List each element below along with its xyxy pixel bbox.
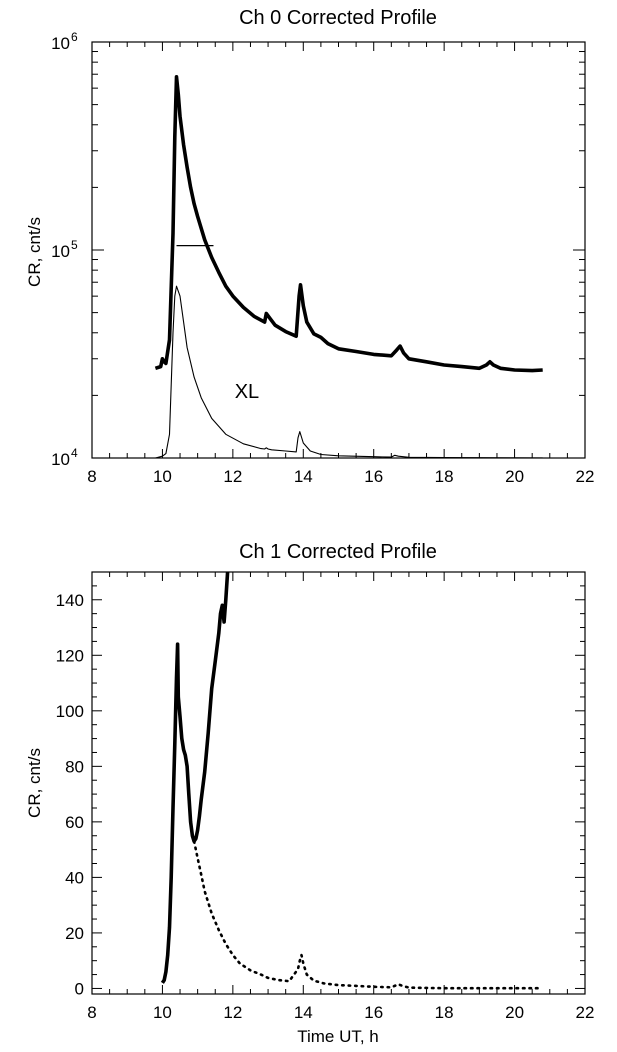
y-tick-label: 40 <box>65 868 84 887</box>
y-tick-label: 10 <box>51 450 70 469</box>
x-tick-label: 18 <box>435 467 454 486</box>
series-line-thick <box>160 572 230 984</box>
x-tick-label: 14 <box>294 467 313 486</box>
chart-ch1-xlabel: Time UT, h <box>297 1027 379 1046</box>
y-tick-label: 120 <box>56 646 84 665</box>
x-tick-label: 16 <box>364 467 383 486</box>
y-tick-label: 0 <box>75 979 84 998</box>
series-line-dotted <box>192 839 541 990</box>
x-tick-label: 20 <box>505 1003 524 1022</box>
y-tick-label: 10 <box>51 34 70 53</box>
series-line-thick <box>154 75 543 373</box>
chart-ch0: Ch 0 Corrected Profile CR, cnt/s 8 10 12 14… <box>25 7 594 486</box>
x-tick-label: 14 <box>294 1003 313 1022</box>
x-tick-label: 22 <box>576 1003 595 1022</box>
x-tick-label: 12 <box>223 467 242 486</box>
y-tick-exponent: 5 <box>71 238 78 252</box>
plot-frame <box>91 571 586 995</box>
x-tick-label: 16 <box>364 1003 383 1022</box>
chart-ch1-plot-area: 8 10 12 14 16 18 20 22 0 20 40 60 80 100 120 140 <box>56 571 595 1022</box>
chart-ch0-ylabel: CR, cnt/s <box>25 217 44 287</box>
x-tick-label: 10 <box>153 467 172 486</box>
y-tick-label: 60 <box>65 813 84 832</box>
chart-ch1-title: Ch 1 Corrected Profile <box>239 541 437 563</box>
x-tick-label: 8 <box>87 467 96 486</box>
annotation-label: XL <box>235 381 259 403</box>
y-tick-label: 100 <box>56 702 84 721</box>
chart-ch0-ylabel-group: CR, cnt/s <box>25 217 44 287</box>
y-tick-label: 140 <box>56 591 84 610</box>
y-tick-exponent: 4 <box>71 446 78 460</box>
x-tick-label: 12 <box>223 1003 242 1022</box>
plot-frame <box>91 41 586 459</box>
x-tick-label: 8 <box>87 1003 96 1022</box>
x-tick-label: 22 <box>576 467 595 486</box>
chart-ch1-ylabel-group: CR, cnt/s <box>25 748 44 818</box>
y-tick-label: 20 <box>65 924 84 943</box>
x-tick-label: 10 <box>153 1003 172 1022</box>
x-tick-label: 20 <box>505 467 524 486</box>
y-tick-exponent: 6 <box>71 30 78 44</box>
series-group <box>154 75 543 458</box>
chart-ch0-title: Ch 0 Corrected Profile <box>239 7 437 29</box>
x-tick-label: 18 <box>435 1003 454 1022</box>
y-tick-label: 80 <box>65 757 84 776</box>
chart-ch1-ylabel: CR, cnt/s <box>25 748 44 818</box>
y-tick-label: 10 <box>51 242 70 261</box>
series-group <box>160 572 541 990</box>
series-line-thin <box>155 285 543 458</box>
chart-ch1: Ch 1 Corrected Profile CR, cnt/s Time UT… <box>25 541 594 1046</box>
